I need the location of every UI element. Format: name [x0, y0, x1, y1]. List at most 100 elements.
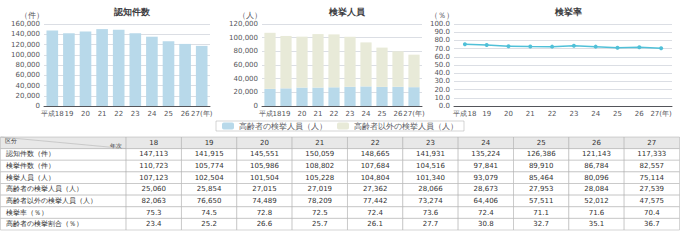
svg-text:24: 24	[147, 110, 156, 118]
svg-text:107,684: 107,684	[361, 162, 390, 170]
svg-text:26.6: 26.6	[257, 220, 273, 228]
svg-text:21: 21	[98, 110, 107, 118]
svg-text:検挙人員: 検挙人員	[328, 7, 366, 17]
svg-text:20: 20	[504, 110, 513, 118]
svg-text:32.7: 32.7	[533, 220, 549, 228]
svg-text:高齢者以外の検挙人員（人）: 高齢者以外の検挙人員（人）	[6, 197, 97, 205]
svg-text:平成18: 平成18	[41, 110, 64, 118]
svg-text:（人）: （人）	[238, 11, 262, 20]
svg-text:25: 25	[378, 110, 387, 118]
svg-text:104,804: 104,804	[361, 174, 390, 182]
svg-text:20,000: 20,000	[16, 92, 41, 100]
svg-text:27,539: 27,539	[640, 185, 665, 193]
svg-text:77,442: 77,442	[363, 197, 388, 205]
svg-text:141,915: 141,915	[195, 150, 224, 158]
svg-text:80.0: 80.0	[434, 36, 450, 44]
svg-text:検挙人員（人）: 検挙人員（人）	[6, 174, 55, 182]
svg-text:40,000: 40,000	[234, 75, 259, 83]
svg-text:0.0: 0.0	[439, 102, 450, 110]
svg-text:147,113: 147,113	[139, 150, 168, 158]
svg-text:105,774: 105,774	[195, 162, 224, 170]
svg-text:140,000: 140,000	[11, 30, 40, 38]
svg-text:25: 25	[164, 110, 173, 118]
svg-text:72.8: 72.8	[257, 209, 273, 217]
svg-text:区分: 区分	[5, 137, 17, 144]
svg-text:21: 21	[314, 110, 323, 118]
svg-text:27(年): 27(年)	[191, 110, 213, 118]
svg-text:80,096: 80,096	[584, 174, 609, 182]
svg-text:26: 26	[635, 110, 644, 118]
svg-text:71.6: 71.6	[589, 209, 605, 217]
svg-text:64,406: 64,406	[474, 197, 499, 205]
svg-text:121,143: 121,143	[582, 150, 611, 158]
svg-text:23: 23	[426, 139, 435, 147]
svg-text:高齢者の検挙人員（人）: 高齢者の検挙人員（人）	[239, 122, 327, 131]
svg-text:25.7: 25.7	[312, 220, 328, 228]
svg-text:70.0: 70.0	[434, 45, 450, 53]
svg-text:23: 23	[131, 110, 140, 118]
svg-text:23: 23	[569, 110, 578, 118]
svg-text:27(年): 27(年)	[650, 110, 672, 118]
svg-text:21: 21	[315, 139, 324, 147]
svg-text:97,841: 97,841	[474, 162, 499, 170]
svg-text:20,000: 20,000	[234, 88, 259, 96]
svg-text:19: 19	[282, 110, 291, 118]
svg-text:高齢者の検挙人員（人）: 高齢者の検挙人員（人）	[6, 185, 83, 193]
svg-text:80,000: 80,000	[234, 47, 259, 55]
svg-text:22: 22	[371, 139, 380, 147]
svg-text:26: 26	[181, 110, 190, 118]
svg-text:74,489: 74,489	[252, 197, 277, 205]
svg-text:78,209: 78,209	[308, 197, 333, 205]
svg-text:160,000: 160,000	[11, 20, 40, 28]
svg-text:102,504: 102,504	[195, 174, 224, 182]
svg-text:平成18: 平成18	[453, 110, 476, 118]
svg-text:117,333: 117,333	[637, 150, 666, 158]
svg-text:60.0: 60.0	[434, 53, 450, 61]
svg-text:28,066: 28,066	[418, 185, 443, 193]
svg-text:27,953: 27,953	[529, 185, 554, 193]
svg-text:89,910: 89,910	[529, 162, 554, 170]
svg-text:50.0: 50.0	[434, 61, 450, 69]
svg-text:25: 25	[613, 110, 622, 118]
svg-text:27,019: 27,019	[308, 185, 333, 193]
svg-text:25,060: 25,060	[142, 185, 167, 193]
svg-text:40.0: 40.0	[434, 69, 450, 77]
svg-text:82,063: 82,063	[142, 197, 167, 205]
svg-text:72.4: 72.4	[367, 209, 383, 217]
svg-text:145,551: 145,551	[250, 150, 279, 158]
svg-text:24: 24	[591, 110, 600, 118]
svg-text:75,114: 75,114	[640, 174, 665, 182]
svg-text:平成18: 平成18	[259, 110, 282, 118]
svg-text:22: 22	[114, 110, 123, 118]
svg-text:108,802: 108,802	[305, 162, 334, 170]
svg-text:93,079: 93,079	[474, 174, 499, 182]
svg-text:25: 25	[537, 139, 546, 147]
svg-text:18: 18	[149, 139, 158, 147]
svg-text:20: 20	[298, 110, 307, 118]
svg-text:82,557: 82,557	[640, 162, 665, 170]
svg-text:60,000: 60,000	[16, 71, 41, 79]
svg-text:148,665: 148,665	[361, 150, 390, 158]
svg-text:（％）: （％）	[430, 11, 454, 20]
svg-text:60,000: 60,000	[234, 61, 259, 69]
svg-text:120,000: 120,000	[11, 41, 40, 49]
svg-text:認知件数: 認知件数	[113, 7, 151, 17]
svg-text:27.7: 27.7	[423, 220, 439, 228]
svg-text:100.0: 100.0	[430, 20, 450, 28]
svg-text:40,000: 40,000	[16, 82, 41, 90]
svg-text:71.1: 71.1	[533, 209, 549, 217]
svg-text:80,000: 80,000	[16, 61, 41, 69]
svg-text:19: 19	[482, 110, 491, 118]
svg-text:86,784: 86,784	[584, 162, 609, 170]
svg-text:100,000: 100,000	[11, 51, 40, 59]
svg-text:150,059: 150,059	[305, 150, 334, 158]
svg-text:57,511: 57,511	[529, 197, 554, 205]
svg-text:19: 19	[205, 139, 214, 147]
svg-text:24: 24	[362, 110, 371, 118]
svg-text:100,000: 100,000	[229, 34, 258, 42]
svg-text:26.1: 26.1	[367, 220, 383, 228]
svg-text:35.1: 35.1	[589, 220, 605, 228]
svg-text:検挙率（％）: 検挙率（％）	[6, 209, 48, 217]
svg-text:107,123: 107,123	[139, 174, 168, 182]
svg-text:28,673: 28,673	[474, 185, 499, 193]
